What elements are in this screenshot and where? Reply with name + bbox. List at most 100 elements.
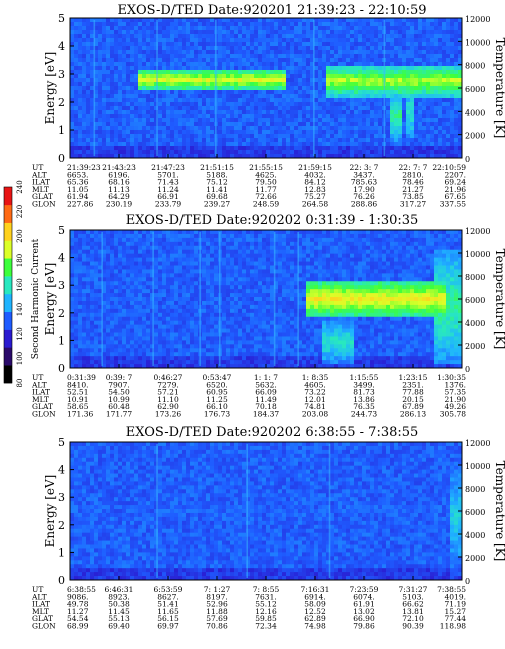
heatmap-cell — [94, 146, 99, 151]
heatmap-cell — [90, 257, 95, 262]
heatmap-cell — [158, 54, 163, 59]
heatmap-cell — [374, 74, 379, 79]
heatmap-cell — [130, 46, 135, 51]
heatmap-cell — [94, 18, 99, 23]
heatmap-cell — [230, 150, 235, 155]
heatmap-cell — [442, 130, 447, 135]
heatmap-cell — [166, 297, 171, 302]
heatmap-cell — [102, 38, 107, 43]
heatmap-cell — [230, 241, 235, 247]
heatmap-cell — [294, 102, 299, 107]
heatmap-cell — [146, 332, 151, 337]
heatmap-cell — [102, 230, 107, 235]
heatmap-cell — [366, 130, 371, 135]
heatmap-cell — [254, 114, 259, 119]
heatmap-cell — [302, 150, 307, 155]
heatmap-cell — [210, 122, 215, 127]
heatmap-cell — [186, 340, 191, 345]
heatmap-cell — [130, 312, 135, 318]
heatmap-cell — [178, 261, 183, 266]
heatmap-cell — [70, 289, 75, 294]
heatmap-cell — [186, 245, 191, 251]
heatmap-cell — [82, 110, 87, 115]
heatmap-cell — [158, 34, 163, 39]
heatmap-cell — [166, 265, 171, 270]
heatmap-cell — [310, 122, 315, 127]
heatmap-cell — [230, 344, 235, 349]
heatmap-cell — [326, 66, 331, 71]
heatmap-cell — [98, 269, 103, 274]
heatmap-cell — [110, 300, 115, 306]
heatmap-cell — [398, 130, 403, 135]
y2-tick-label: 8000 — [465, 62, 485, 71]
heatmap-cell — [282, 50, 287, 55]
heatmap-cell — [346, 54, 351, 59]
heatmap-cell — [282, 114, 287, 119]
heatmap-cell — [298, 126, 303, 131]
heatmap-cell — [390, 66, 395, 71]
heatmap-cell — [302, 66, 307, 71]
heatmap-cell — [134, 98, 139, 103]
heatmap-cell — [266, 106, 271, 111]
heatmap-cell — [346, 22, 351, 27]
heatmap-cell — [310, 130, 315, 135]
heatmap-cell — [430, 82, 435, 87]
heatmap-cell — [298, 22, 303, 27]
heatmap-cell — [94, 336, 99, 341]
heatmap-cell — [294, 34, 299, 39]
heatmap-cell — [150, 308, 155, 314]
heatmap-cell — [306, 150, 311, 155]
heatmap-cell — [286, 98, 291, 103]
heatmap-cell — [386, 62, 391, 67]
heatmap-cell — [450, 98, 455, 103]
heatmap-cell — [158, 297, 163, 302]
heatmap-cell — [190, 261, 195, 266]
heatmap-cell — [354, 114, 359, 119]
heatmap-cell — [290, 46, 295, 51]
heatmap-cell — [334, 42, 339, 47]
heatmap-cell — [130, 352, 135, 357]
heatmap-cell — [70, 253, 75, 258]
heatmap-cell — [450, 154, 455, 159]
heatmap-cell — [222, 142, 227, 147]
heatmap-cell — [162, 102, 167, 107]
heatmap-cell — [102, 122, 107, 127]
heatmap-cell — [190, 348, 195, 353]
heatmap-cell — [126, 285, 131, 290]
heatmap-cell — [314, 22, 319, 27]
heatmap-cell — [130, 230, 135, 235]
heatmap-cell — [190, 82, 195, 87]
heatmap-cell — [426, 50, 431, 55]
heatmap-cell — [410, 142, 415, 147]
heatmap-cell — [126, 265, 131, 270]
heatmap-cell — [366, 98, 371, 103]
heatmap-cell — [410, 30, 415, 35]
heatmap-cell — [374, 46, 379, 51]
heatmap-cell — [98, 328, 103, 333]
heatmap-cell — [186, 281, 191, 286]
heatmap-cell — [234, 78, 239, 83]
heatmap-cell — [342, 98, 347, 103]
heatmap-cell — [78, 130, 83, 135]
heatmap-cell — [230, 233, 235, 239]
heatmap-cell — [398, 138, 403, 143]
heatmap-cell — [102, 78, 107, 83]
heatmap-cell — [130, 300, 135, 306]
heatmap-cell — [158, 289, 163, 294]
heatmap-cell — [406, 86, 411, 91]
heatmap-cell — [178, 18, 183, 23]
heatmap-cell — [346, 150, 351, 155]
heatmap-cell — [174, 328, 179, 333]
heatmap-cell — [290, 50, 295, 55]
heatmap-cell — [270, 18, 275, 23]
heatmap-cell — [438, 86, 443, 91]
heatmap-cell — [242, 34, 247, 39]
heatmap-cell — [178, 253, 183, 258]
heatmap-cell — [398, 114, 403, 119]
heatmap-cell — [174, 237, 179, 243]
heatmap-cell — [98, 70, 103, 75]
heatmap-cell — [362, 126, 367, 131]
heatmap-cell — [94, 285, 99, 290]
heatmap-cell — [154, 277, 159, 282]
heatmap-cell — [214, 289, 219, 294]
